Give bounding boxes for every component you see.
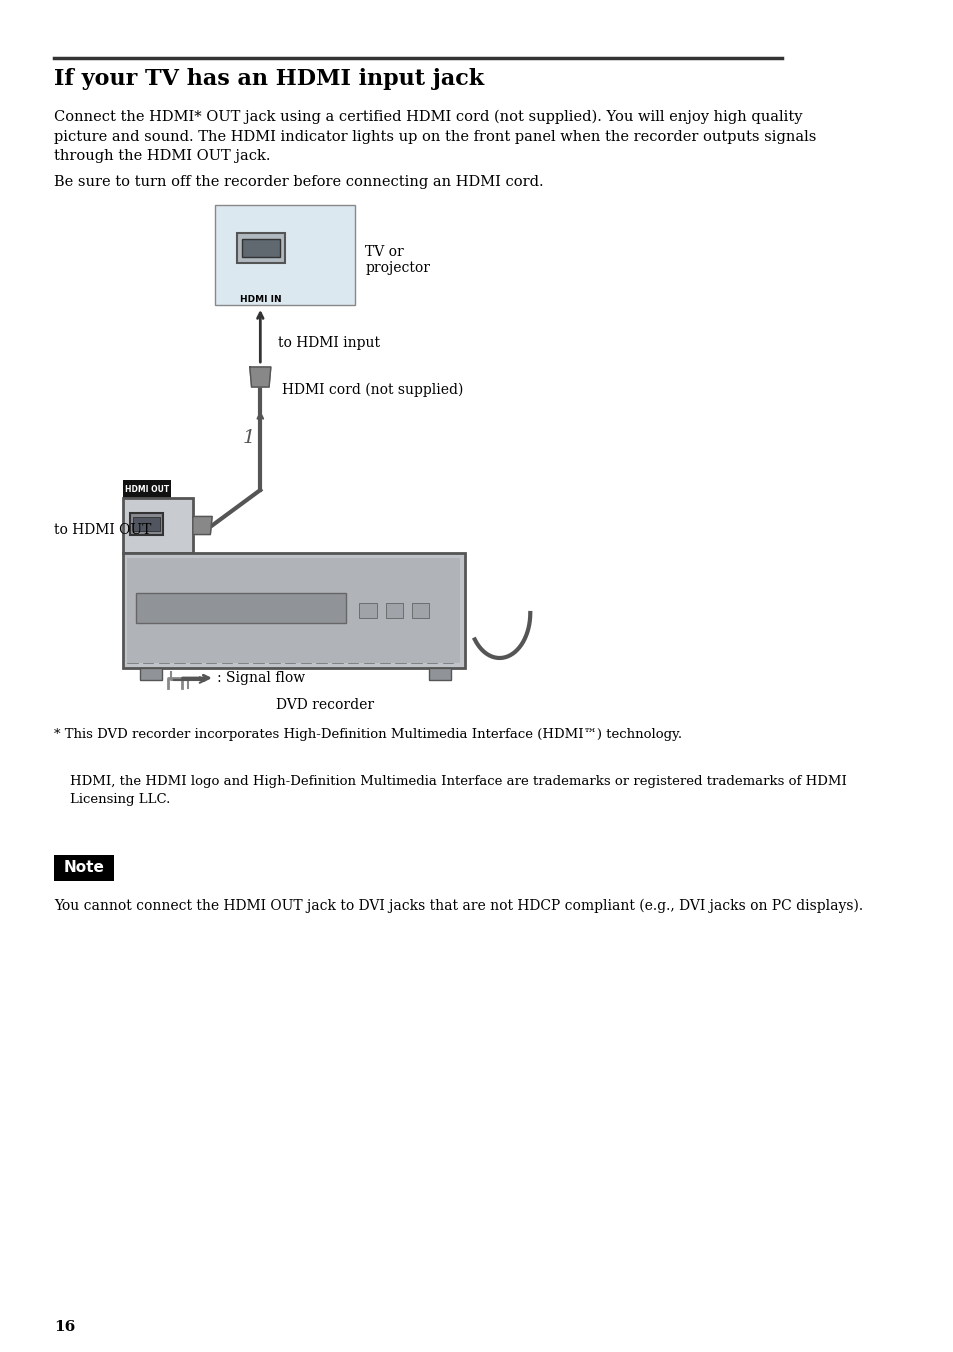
Text: HDMI, the HDMI logo and High-Definition Multimedia Interface are trademarks or r: HDMI, the HDMI logo and High-Definition …: [71, 775, 846, 806]
Polygon shape: [193, 516, 212, 534]
Text: 1: 1: [242, 429, 254, 448]
Text: You cannot connect the HDMI OUT jack to DVI jacks that are not HDCP compliant (e: You cannot connect the HDMI OUT jack to …: [54, 899, 862, 914]
FancyBboxPatch shape: [123, 480, 171, 498]
FancyBboxPatch shape: [130, 512, 163, 535]
FancyBboxPatch shape: [236, 233, 285, 264]
FancyBboxPatch shape: [214, 206, 355, 306]
Text: 16: 16: [54, 1320, 75, 1334]
Text: HDMI IN: HDMI IN: [239, 295, 281, 304]
FancyBboxPatch shape: [242, 239, 279, 257]
Bar: [385, 603, 403, 618]
Text: to HDMI OUT: to HDMI OUT: [54, 523, 152, 538]
Text: : Signal flow: : Signal flow: [217, 671, 305, 685]
Text: HDMI cord (not supplied): HDMI cord (not supplied): [282, 383, 463, 397]
Bar: [127, 558, 459, 662]
Text: Note: Note: [64, 860, 105, 876]
FancyBboxPatch shape: [123, 553, 464, 668]
Text: If your TV has an HDMI input jack: If your TV has an HDMI input jack: [54, 68, 484, 91]
FancyBboxPatch shape: [123, 498, 193, 553]
Text: Connect the HDMI* OUT jack using a certified HDMI cord (not supplied). You will : Connect the HDMI* OUT jack using a certi…: [54, 110, 816, 164]
Text: HDMI OUT: HDMI OUT: [125, 484, 169, 493]
Bar: [135, 594, 346, 623]
Bar: [140, 668, 162, 680]
Bar: [412, 603, 429, 618]
Text: Be sure to turn off the recorder before connecting an HDMI cord.: Be sure to turn off the recorder before …: [54, 174, 543, 189]
Polygon shape: [250, 366, 271, 387]
Text: * This DVD recorder incorporates High-Definition Multimedia Interface (HDMI™) te: * This DVD recorder incorporates High-De…: [54, 727, 681, 741]
Text: TV or
projector: TV or projector: [365, 245, 430, 274]
Text: DVD recorder: DVD recorder: [275, 698, 374, 713]
Bar: [359, 603, 376, 618]
Text: to HDMI input: to HDMI input: [277, 337, 379, 350]
Bar: [429, 668, 451, 680]
FancyBboxPatch shape: [133, 516, 159, 531]
FancyBboxPatch shape: [54, 854, 113, 882]
